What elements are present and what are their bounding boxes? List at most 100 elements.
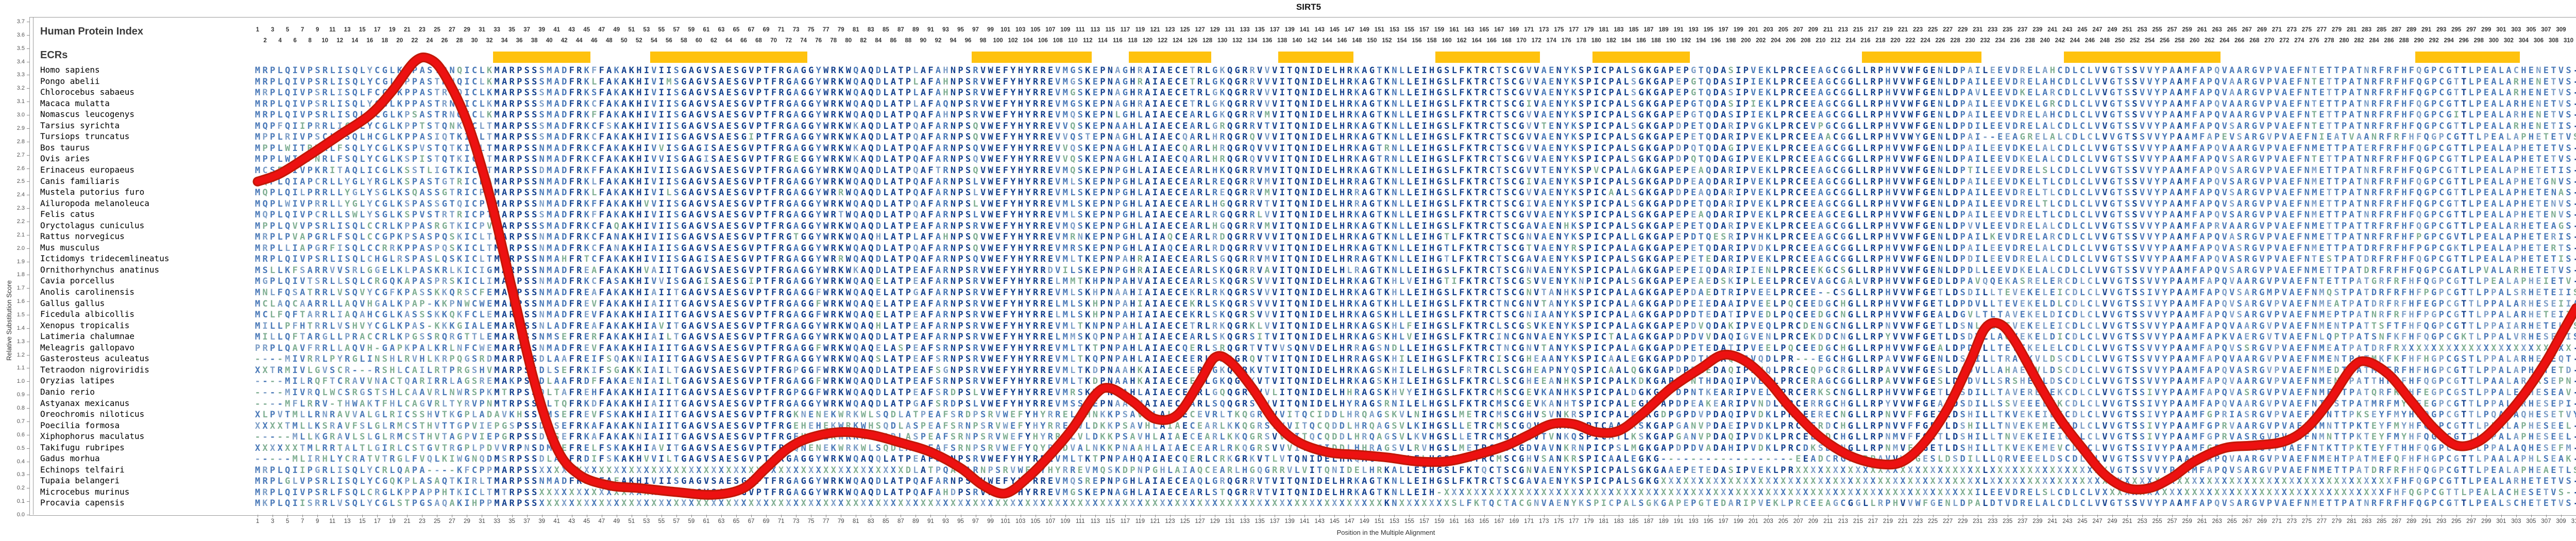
human-protein-index-number: 54 bbox=[651, 38, 657, 44]
x-tick-mark bbox=[1379, 515, 1380, 517]
x-tick-mark bbox=[2336, 515, 2337, 517]
x-tick-mark bbox=[2501, 515, 2502, 517]
x-tick-mark bbox=[2321, 515, 2323, 517]
human-protein-index-number: 32 bbox=[486, 38, 493, 44]
x-tick-label: 67 bbox=[748, 518, 755, 525]
x-tick-label: 181 bbox=[1599, 518, 1608, 525]
x-tick-label: 263 bbox=[2212, 518, 2222, 525]
x-tick-label: 47 bbox=[598, 518, 605, 525]
human-protein-index-number: 76 bbox=[815, 38, 822, 44]
human-protein-index-number: 57 bbox=[673, 27, 680, 33]
x-tick-label: 49 bbox=[613, 518, 620, 525]
ecrs-label: ECRs bbox=[40, 49, 67, 61]
human-protein-index-number: 68 bbox=[755, 38, 762, 44]
x-tick-label: 89 bbox=[912, 518, 919, 525]
x-tick-label: 17 bbox=[374, 518, 381, 525]
x-tick-label: 29 bbox=[464, 518, 470, 525]
y-tick-label: 2.9 bbox=[7, 125, 25, 131]
x-tick-label: 191 bbox=[1673, 518, 1683, 525]
x-tick-label: 169 bbox=[1509, 518, 1519, 525]
x-tick-label: 141 bbox=[1300, 518, 1310, 525]
x-tick-mark bbox=[676, 515, 677, 517]
x-tick-label: 281 bbox=[2347, 518, 2357, 525]
x-tick-label: 249 bbox=[2107, 518, 2117, 525]
x-tick-mark bbox=[2546, 515, 2547, 517]
x-tick-label: 105 bbox=[1030, 518, 1040, 525]
human-protein-index-number: 40 bbox=[546, 38, 553, 44]
x-tick-label: 131 bbox=[1225, 518, 1234, 525]
x-tick-label: 151 bbox=[1375, 518, 1384, 525]
x-tick-mark bbox=[2127, 515, 2128, 517]
x-tick-label: 267 bbox=[2242, 518, 2252, 525]
y-tick-label: 0.1 bbox=[7, 498, 25, 504]
x-tick-label: 87 bbox=[897, 518, 904, 525]
x-tick-label: 139 bbox=[1285, 518, 1295, 525]
x-tick-label: 115 bbox=[1106, 518, 1115, 525]
y-tick-mark bbox=[27, 208, 29, 209]
human-protein-index-label: Human Protein Index bbox=[40, 26, 143, 38]
x-tick-label: 45 bbox=[583, 518, 590, 525]
human-protein-index-number: 77 bbox=[823, 27, 829, 33]
x-tick-label: 241 bbox=[2047, 518, 2057, 525]
human-protein-index-number: 41 bbox=[553, 27, 560, 33]
x-tick-mark bbox=[1319, 515, 1320, 517]
x-tick-label: 239 bbox=[2032, 518, 2042, 525]
x-tick-mark bbox=[1484, 515, 1485, 517]
x-tick-mark bbox=[2157, 515, 2158, 517]
x-tick-label: 107 bbox=[1045, 518, 1055, 525]
human-protein-index-number: 29 bbox=[464, 27, 470, 33]
human-protein-index-number: 12 bbox=[336, 38, 343, 44]
human-protein-index-number: 24 bbox=[426, 38, 433, 44]
y-tick-label: 2.5 bbox=[7, 178, 25, 184]
x-tick-mark bbox=[2172, 515, 2173, 517]
x-tick-label: 161 bbox=[1449, 518, 1459, 525]
x-tick-label: 189 bbox=[1658, 518, 1668, 525]
x-tick-label: 231 bbox=[1973, 518, 1982, 525]
x-tick-label: 23 bbox=[419, 518, 426, 525]
y-tick-label: 2.6 bbox=[7, 165, 25, 172]
x-tick-label: 117 bbox=[1121, 518, 1130, 525]
human-protein-index-number: 1 bbox=[256, 27, 259, 33]
human-protein-index-number: 80 bbox=[845, 38, 852, 44]
x-tick-mark bbox=[1753, 515, 1754, 517]
x-tick-mark bbox=[1454, 515, 1455, 517]
x-tick-mark bbox=[1499, 515, 1500, 517]
x-tick-label: 295 bbox=[2451, 518, 2461, 525]
y-tick-label: 1.0 bbox=[7, 378, 25, 384]
x-tick-label: 125 bbox=[1180, 518, 1190, 525]
x-tick-mark bbox=[317, 515, 318, 517]
x-tick-mark bbox=[1813, 515, 1814, 517]
x-tick-mark bbox=[1125, 515, 1126, 517]
x-tick-label: 289 bbox=[2406, 518, 2416, 525]
x-tick-label: 269 bbox=[2257, 518, 2267, 525]
human-protein-index-number: 65 bbox=[733, 27, 740, 33]
y-tick-label: 1.1 bbox=[7, 365, 25, 371]
x-tick-label: 287 bbox=[2392, 518, 2401, 525]
x-tick-mark bbox=[2486, 515, 2487, 517]
x-tick-label: 1 bbox=[256, 518, 259, 525]
x-tick-label: 21 bbox=[404, 518, 411, 525]
human-protein-index-number: 7 bbox=[301, 27, 304, 33]
y-tick-mark bbox=[27, 288, 29, 289]
y-tick-mark bbox=[27, 354, 29, 356]
x-tick-label: 227 bbox=[1943, 518, 1953, 525]
x-tick-label: 99 bbox=[987, 518, 994, 525]
human-protein-index-number: 26 bbox=[441, 38, 448, 44]
x-tick-label: 123 bbox=[1165, 518, 1175, 525]
x-tick-label: 103 bbox=[1015, 518, 1025, 525]
x-tick-label: 197 bbox=[1719, 518, 1728, 525]
x-tick-label: 175 bbox=[1554, 518, 1564, 525]
human-protein-index-number: 8 bbox=[308, 38, 311, 44]
x-tick-mark bbox=[721, 515, 722, 517]
human-protein-index-number: 39 bbox=[538, 27, 545, 33]
x-tick-label: 69 bbox=[763, 518, 770, 525]
human-protein-index-number: 33 bbox=[494, 27, 500, 33]
x-tick-label: 297 bbox=[2466, 518, 2476, 525]
human-protein-index-number: 28 bbox=[456, 38, 463, 44]
x-tick-label: 171 bbox=[1524, 518, 1534, 525]
y-tick-label: 1.9 bbox=[7, 259, 25, 265]
x-tick-label: 65 bbox=[733, 518, 740, 525]
human-protein-index-number: 14 bbox=[351, 38, 358, 44]
x-tick-mark bbox=[751, 515, 752, 517]
x-tick-label: 25 bbox=[434, 518, 440, 525]
